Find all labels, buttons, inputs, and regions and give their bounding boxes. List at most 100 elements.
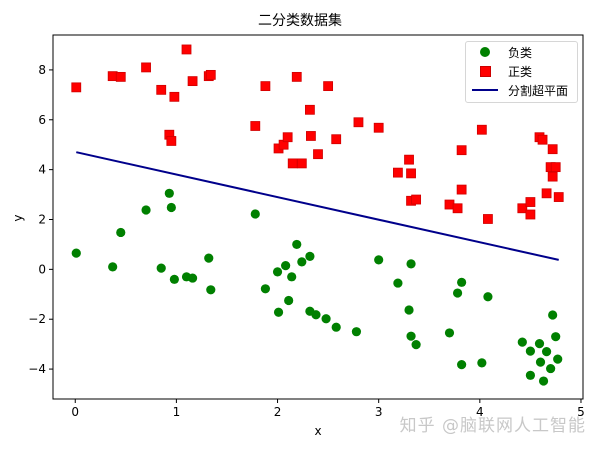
- negative-point: [166, 202, 176, 213]
- square-marker-icon: [472, 62, 498, 80]
- watermark: 知乎 @脑联网人工智能: [399, 416, 586, 436]
- negative-point: [272, 267, 283, 277]
- positive-point: [260, 81, 271, 92]
- negative-point: [457, 277, 467, 287]
- x-tick-label: 4: [476, 405, 484, 419]
- legend-label: 负类: [508, 45, 533, 60]
- negative-point: [483, 292, 493, 302]
- negative-point: [406, 259, 416, 269]
- negative-point: [287, 272, 297, 282]
- positive-point: [291, 71, 302, 82]
- positive-point: [393, 167, 403, 178]
- positive-point: [323, 81, 334, 92]
- positive-point: [547, 144, 558, 155]
- positive-point: [71, 82, 82, 93]
- positive-point: [115, 71, 126, 82]
- negative-point: [187, 273, 198, 283]
- negative-point: [517, 337, 527, 347]
- negative-point: [116, 227, 126, 238]
- negative-point: [525, 370, 536, 380]
- positive-point: [156, 84, 167, 95]
- positive-point: [476, 124, 487, 135]
- negative-point: [141, 205, 151, 215]
- legend-item-negative: 负类: [466, 43, 577, 61]
- positive-point: [313, 149, 323, 160]
- negative-point: [250, 209, 260, 219]
- negative-point: [452, 288, 463, 298]
- negative-point: [393, 278, 403, 288]
- negative-point: [351, 327, 362, 337]
- y-tick-label: 6: [38, 113, 46, 127]
- positive-point: [305, 104, 315, 115]
- positive-point: [525, 209, 536, 220]
- negative-point: [546, 363, 556, 374]
- y-tick-label: −4: [28, 362, 46, 376]
- negative-point: [548, 310, 558, 320]
- negative-point: [297, 257, 307, 267]
- chart-title: 二分类数据集: [258, 13, 342, 29]
- positive-point: [169, 91, 180, 102]
- negative-point: [331, 322, 341, 332]
- positive-point: [411, 194, 422, 205]
- negative-point: [404, 305, 414, 315]
- positive-point: [547, 171, 558, 182]
- y-tick-label: 2: [38, 212, 46, 226]
- positive-point: [525, 197, 536, 207]
- positive-point: [406, 168, 416, 179]
- positive-point: [282, 132, 293, 143]
- negative-point: [457, 359, 467, 370]
- negative-point: [273, 307, 284, 317]
- positive-point: [181, 44, 192, 55]
- negative-point: [535, 357, 546, 367]
- negative-point: [71, 248, 81, 258]
- y-axis-label: y: [11, 214, 25, 221]
- negative-point: [311, 310, 321, 320]
- negative-point: [292, 239, 302, 250]
- negative-point: [260, 284, 271, 294]
- positive-point: [331, 134, 342, 145]
- negative-point: [534, 339, 545, 349]
- negative-point: [321, 314, 331, 324]
- positive-point: [456, 145, 467, 156]
- negative-point: [169, 274, 179, 284]
- positive-point: [517, 203, 528, 214]
- negative-point: [541, 347, 552, 357]
- negative-point: [164, 188, 174, 198]
- negative-point: [281, 261, 291, 271]
- legend: 负类 正类 分割超平面: [465, 41, 578, 103]
- negative-point: [406, 331, 416, 341]
- circle-marker-icon: [472, 43, 498, 61]
- negative-point: [477, 358, 487, 368]
- positive-point: [166, 136, 177, 146]
- positive-point: [141, 62, 151, 73]
- axis-ticks: 0 1 2 3 4 5 −4 −2 0 2 4 6 8: [28, 63, 585, 419]
- positive-point: [205, 69, 216, 80]
- negative-point: [553, 354, 563, 364]
- y-tick-label: −2: [28, 312, 46, 326]
- negative-point: [525, 346, 536, 356]
- x-tick-label: 1: [173, 405, 181, 419]
- negative-point: [206, 285, 216, 295]
- negative-point: [305, 251, 315, 261]
- legend-label: 正类: [508, 64, 533, 79]
- positive-point: [107, 71, 118, 82]
- positive-point: [550, 162, 561, 173]
- line-marker-icon: [472, 81, 498, 99]
- x-tick-label: 5: [577, 405, 585, 419]
- y-tick-label: 0: [38, 262, 46, 276]
- positive-point: [296, 158, 307, 169]
- x-axis-label: x: [314, 424, 321, 438]
- positive-point: [444, 199, 455, 210]
- negative-point: [411, 340, 421, 350]
- positive-point: [287, 158, 298, 169]
- positive-point: [373, 122, 384, 133]
- positive-point: [306, 131, 316, 141]
- x-tick-label: 3: [375, 405, 383, 419]
- negative-point: [444, 328, 455, 338]
- positive-point: [541, 188, 552, 199]
- negative-point: [284, 295, 294, 306]
- negative-point: [156, 263, 166, 273]
- negative-point: [204, 253, 214, 263]
- plot-area: [71, 44, 564, 386]
